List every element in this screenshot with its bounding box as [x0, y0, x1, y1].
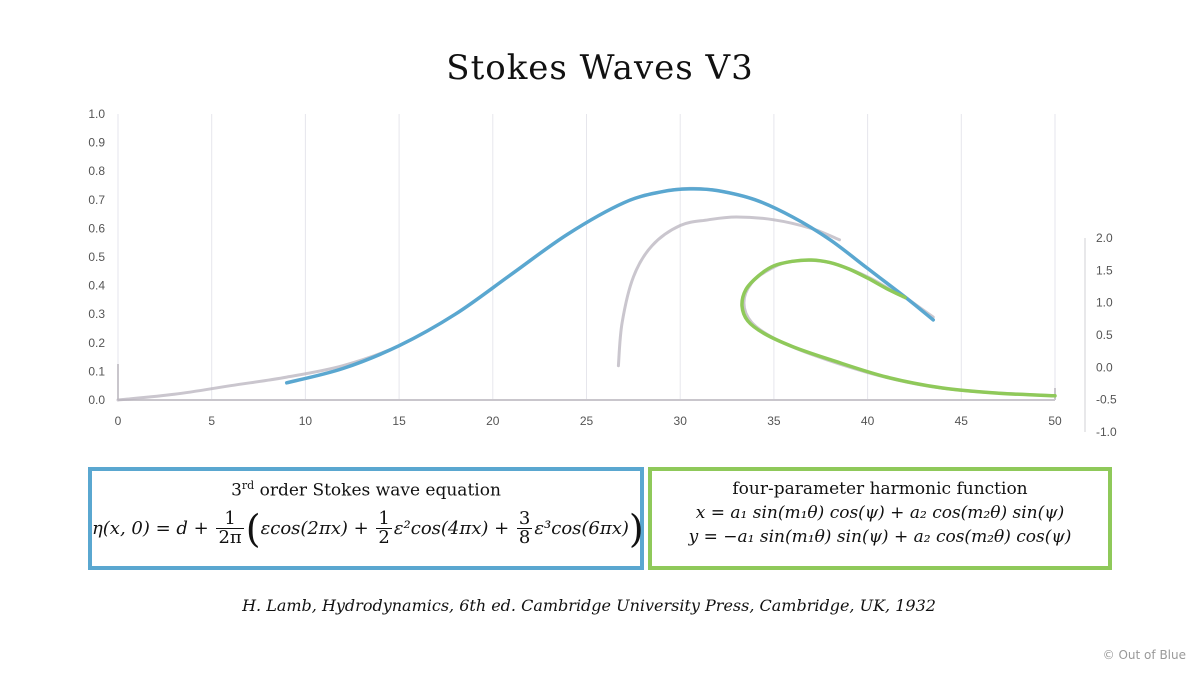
- sketch-series-line: [616, 215, 841, 368]
- y-left-tick-label: 0.5: [88, 250, 105, 264]
- y-left-tick-label: 0.3: [88, 307, 105, 321]
- y-left-tick-label: 0.4: [88, 279, 105, 293]
- harmonic-y-equation: y = −a₁ sin(m₁θ) sin(ψ) + a₂ cos(m₂θ) co…: [688, 527, 1072, 547]
- series-line: [284, 187, 935, 385]
- x-tick-label: 45: [955, 414, 969, 428]
- sketch-series-line: [116, 186, 935, 402]
- harmonic-function-title: four-parameter harmonic function: [732, 479, 1028, 499]
- x-tick-label: 25: [580, 414, 594, 428]
- citation: H. Lamb, Hydrodynamics, 6th ed. Cambridg…: [242, 596, 936, 615]
- stokes-wave-chart: 0 5 10 15 20 25 30 35 40 45 50 0.0 0.1 0.2 0.3 0.4 0.5 0.…: [88, 107, 1117, 439]
- y-left-tick-label: 1.0: [88, 107, 105, 121]
- y-right-tick-label: -1.0: [1096, 425, 1117, 439]
- y-left-tick-label: 0.8: [88, 164, 105, 178]
- copyright-notice: © Out of Blue: [1102, 648, 1186, 662]
- x-tick-label: 0: [115, 414, 122, 428]
- stokes-equation-box: 3rd order Stokes wave equation η(x, 0) =…: [88, 467, 644, 570]
- y-right-tick-label: 1.0: [1096, 296, 1113, 310]
- x-tick-label: 10: [299, 414, 313, 428]
- y-left-tick-label: 0.7: [88, 193, 105, 207]
- y-right-tick-label: -0.5: [1096, 393, 1117, 407]
- y-right-tick-label: 0.0: [1096, 360, 1113, 374]
- series-layer: [116, 186, 1057, 402]
- y-left-tick-label: 0.1: [88, 364, 105, 378]
- fraction-one-over-two-pi: 1 2π: [216, 508, 244, 549]
- harmonic-x-equation: x = a₁ sin(m₁θ) cos(ψ) + a₂ cos(m₂θ) sin…: [695, 503, 1065, 523]
- x-tick-label: 20: [486, 414, 500, 428]
- x-tick-label: 30: [674, 414, 688, 428]
- tick-layer: 0 5 10 15 20 25 30 35 40 45 50 0.0 0.1 0.2 0.3 0.4 0.5 0.…: [88, 107, 1117, 439]
- grid-layer: [117, 114, 1086, 432]
- y-left-tick-label: 0.2: [88, 336, 105, 350]
- sketch-series-line: [742, 259, 1057, 398]
- y-left-tick-label: 0.6: [88, 221, 105, 235]
- x-tick-label: 50: [1048, 414, 1062, 428]
- y-right-tick-label: 0.5: [1096, 328, 1113, 342]
- y-left-tick-label: 0.0: [88, 393, 105, 407]
- x-tick-label: 5: [208, 414, 215, 428]
- y-right-tick-label: 2.0: [1096, 231, 1113, 245]
- stokes-equation: η(x, 0) = d + 1 2π (εcos(2πx) + 1 2 ε²cos(4π…: [92, 506, 644, 551]
- harmonic-function-box: four-parameter harmonic function x = a₁ …: [648, 467, 1112, 570]
- stokes-equation-title: 3rd order Stokes wave equation: [231, 479, 501, 501]
- x-tick-label: 35: [767, 414, 781, 428]
- x-tick-label: 40: [861, 414, 875, 428]
- y-left-tick-label: 0.9: [88, 136, 105, 150]
- series-line: [740, 258, 1057, 398]
- chart-title: Stokes Waves V3: [446, 48, 754, 88]
- x-tick-label: 15: [392, 414, 406, 428]
- y-right-tick-label: 1.5: [1096, 263, 1113, 277]
